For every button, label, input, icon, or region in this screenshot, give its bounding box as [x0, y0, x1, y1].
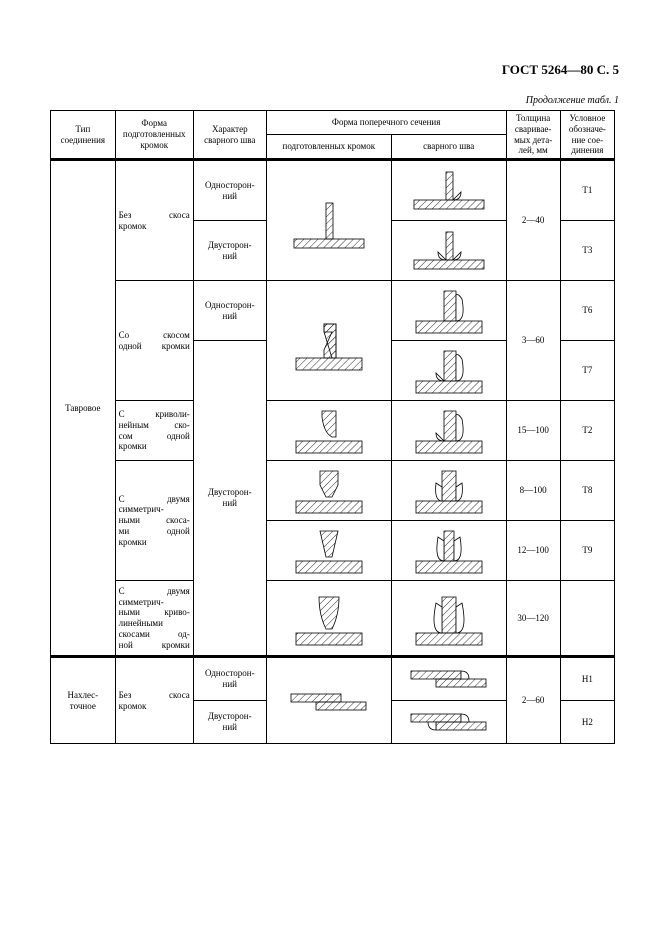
diagram-weld-t1 [391, 161, 506, 221]
diagram-weld-h1 [391, 658, 506, 701]
thickness-t9: 12—100 [506, 521, 560, 581]
thickness-t6: 3—60 [506, 281, 560, 401]
diagram-weld-t2 [391, 401, 506, 461]
code-t1: Т1 [560, 161, 614, 221]
thickness-t8: 8—100 [506, 461, 560, 521]
edge-curved-bevel: С криволи-нейным ско-сом однойкромки [115, 401, 193, 461]
joint-type-tee: Тавровое [51, 161, 116, 657]
col-edge-form: Формаподготовленныхкромок [115, 111, 193, 160]
col-section-form: Форма поперечного сечения [266, 111, 506, 135]
diagram-weld-t7 [391, 341, 506, 401]
col-prepared-edges: подготовленных кромок [266, 134, 391, 159]
edge-one-bevel: Со скосомодной кромки [115, 281, 193, 401]
code-h1: Н1 [560, 658, 614, 701]
col-thickness: Толщинасваривае-мых дета-лей, мм [506, 111, 560, 160]
col-weld-seam: сварного шва [391, 134, 506, 159]
edge-lap-no-bevel: Без скосакромок [115, 658, 193, 744]
page: ГОСТ 5264—80 С. 5 Продолжение табл. 1 Ти… [0, 0, 661, 936]
thickness-h1: 2—60 [506, 658, 560, 744]
document-header: ГОСТ 5264—80 С. 5 [502, 62, 619, 78]
edge-no-bevel: Без скосакромок [115, 161, 193, 281]
diagram-weld-t8 [391, 461, 506, 521]
diagram-prep-t9 [266, 521, 391, 581]
diagram-prep-t2 [266, 401, 391, 461]
table-continuation-caption: Продолжение табл. 1 [526, 95, 619, 106]
weld-two-side: Двусторон-ний [193, 341, 266, 657]
weld-two-side: Двусторон-ний [193, 221, 266, 281]
code-h2: Н2 [560, 701, 614, 744]
weld-two-side: Двусторон-ний [193, 701, 266, 744]
thickness-t1: 2—40 [506, 161, 560, 281]
joint-type-lap: Нахлес-точное [51, 658, 116, 744]
diagram-prep-t1 [266, 161, 391, 281]
diagram-prep-curve2 [266, 581, 391, 657]
edge-two-sym-curved: С двумясимметрич-ными криво-линейнымиско… [115, 581, 193, 657]
col-code: Условноеобозначе-ние сое-динения [560, 111, 614, 160]
diagram-prep-t6 [266, 281, 391, 401]
diagram-weld-t3 [391, 221, 506, 281]
thickness-curve2: 30—120 [506, 581, 560, 657]
diagram-weld-t6 [391, 281, 506, 341]
col-weld-char: Характерсварного шва [193, 111, 266, 160]
diagram-weld-t9 [391, 521, 506, 581]
code-t8: Т8 [560, 461, 614, 521]
thickness-t2: 15—100 [506, 401, 560, 461]
code-t7: Т7 [560, 341, 614, 401]
edge-two-sym: С двумясимметрич-ными скоса-ми однойкром… [115, 461, 193, 581]
code-t9: Т9 [560, 521, 614, 581]
code-t6: Т6 [560, 281, 614, 341]
diagram-weld-curve2 [391, 581, 506, 657]
diagram-weld-h2 [391, 701, 506, 744]
weld-one-side: Односторон-ний [193, 658, 266, 701]
diagram-prep-t8 [266, 461, 391, 521]
code-curve2 [560, 581, 614, 657]
col-joint-type: Типсоединения [51, 111, 116, 160]
weld-joints-table: Типсоединения Формаподготовленныхкромок … [50, 110, 615, 744]
weld-one-side: Односторон-ний [193, 281, 266, 341]
weld-one-side: Односторон-ний [193, 161, 266, 221]
code-t2: Т2 [560, 401, 614, 461]
code-t3: Т3 [560, 221, 614, 281]
diagram-prep-h1 [266, 658, 391, 744]
